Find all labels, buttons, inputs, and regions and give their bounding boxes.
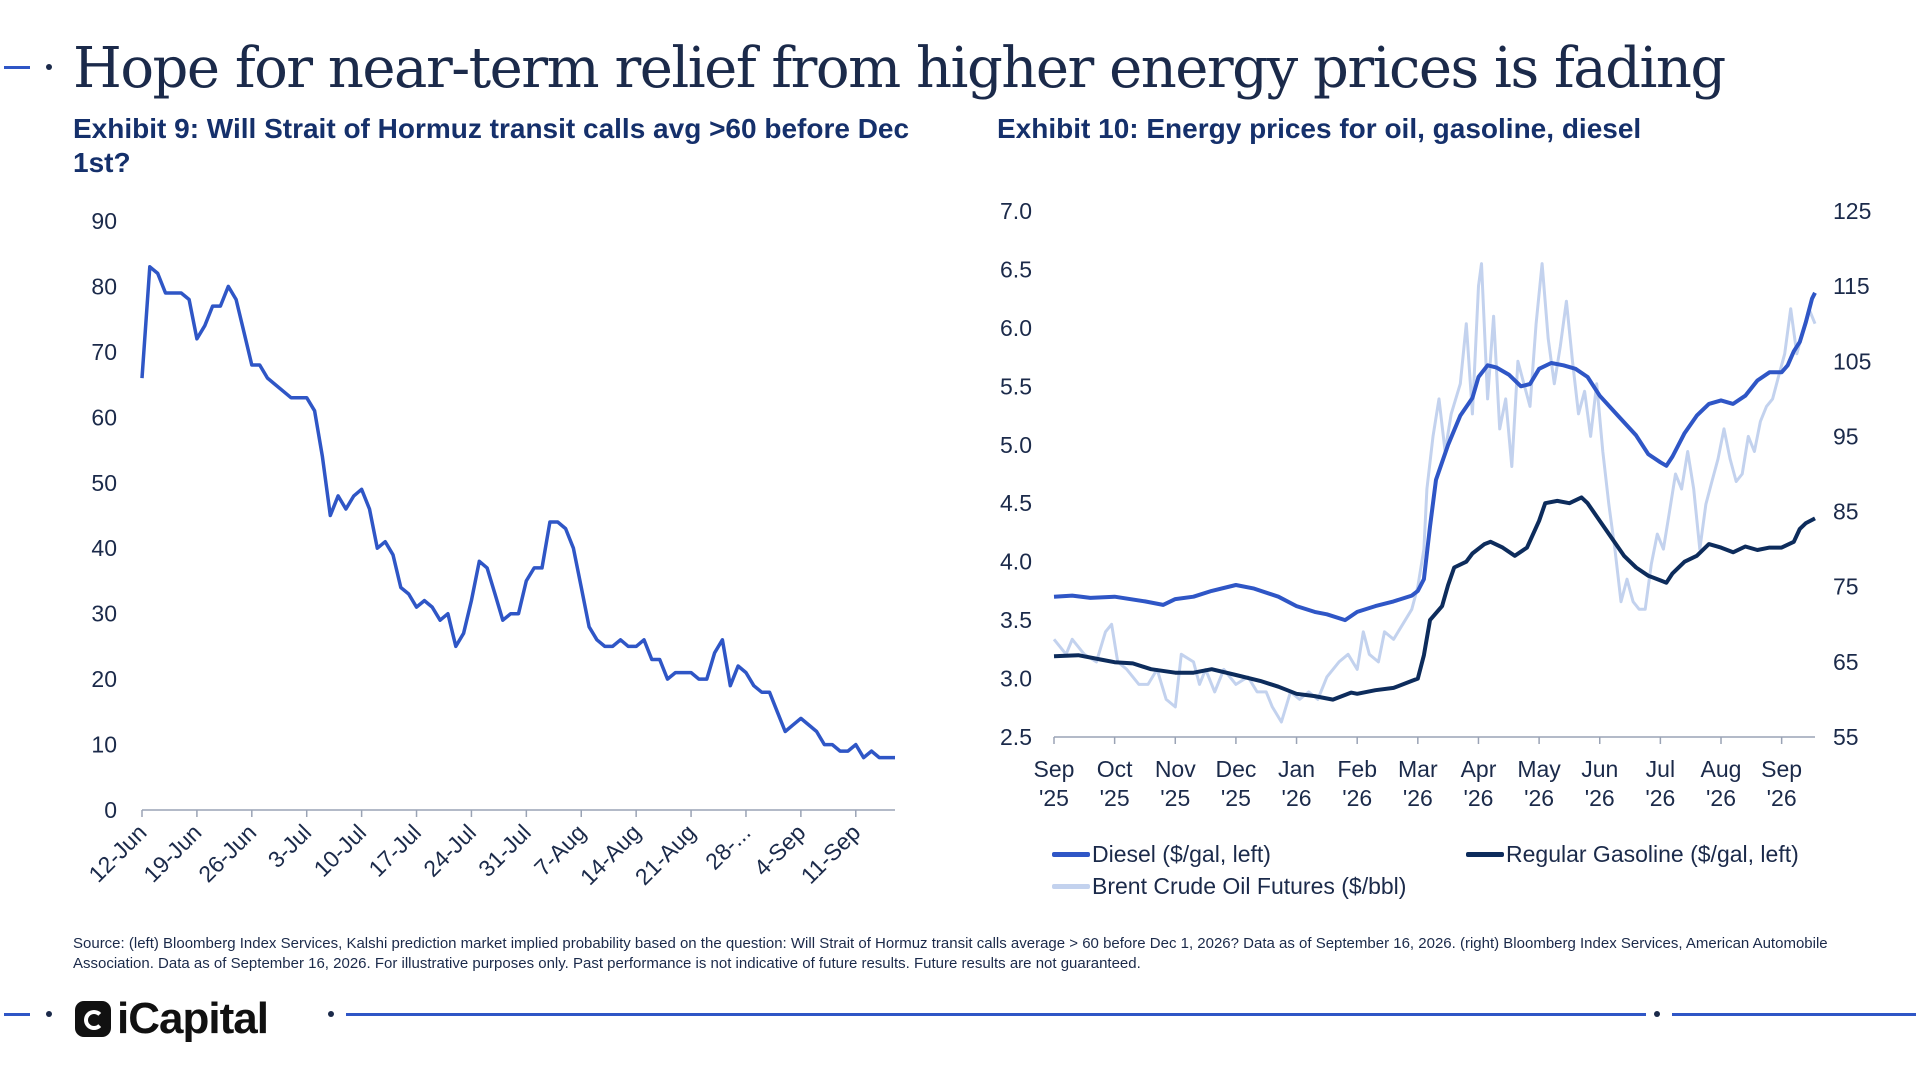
y-tick-label: 30 [91, 601, 117, 627]
x-tick-label-month: Sep [1761, 756, 1802, 782]
x-tick-label-year: '25 [1221, 785, 1251, 811]
y-tick-label: 80 [91, 273, 117, 299]
series-line-regular-gasoline [1053, 495, 1816, 702]
x-tick-label-month: Jan [1278, 756, 1315, 782]
source-note: Source: (left) Bloomberg Index Services,… [73, 935, 1828, 972]
y-right-tick-label: 95 [1833, 423, 1859, 449]
icapital-logo-mark [75, 1001, 111, 1037]
x-tick-label-month: Feb [1337, 756, 1377, 782]
exhibit-9-title: Exhibit 9: Will Strait of Hormuz transit… [73, 113, 910, 178]
legend-label-gasoline: Regular Gasoline ($/gal, left) [1506, 841, 1799, 867]
footer-rule-dot-left [328, 1011, 334, 1017]
x-tick-label-month: Jun [1581, 756, 1618, 782]
legend-label-diesel: Diesel ($/gal, left) [1092, 841, 1271, 867]
y-right-tick-label: 125 [1833, 198, 1871, 224]
y-left-tick-label: 7.0 [1000, 198, 1032, 224]
y-left-tick-label: 6.5 [1000, 256, 1032, 282]
footer-rule-dot-right [1654, 1011, 1660, 1017]
x-tick-label-year: '26 [1706, 785, 1736, 811]
y-tick-label: 70 [91, 339, 117, 365]
header-dot [46, 64, 52, 70]
y-tick-label: 60 [91, 404, 117, 430]
x-tick-label-month: May [1517, 756, 1561, 782]
x-tick-label-year: '26 [1585, 785, 1615, 811]
legend-item-gasoline: Regular Gasoline ($/gal, left) [1466, 841, 1799, 868]
footer-rule-right [1672, 1013, 1916, 1016]
header-dash [4, 66, 30, 69]
x-tick-label-year: '26 [1463, 785, 1493, 811]
x-tick-label-year: '26 [1645, 785, 1675, 811]
y-right-tick-label: 115 [1833, 273, 1870, 299]
y-left-tick-label: 2.5 [1000, 724, 1032, 750]
y-left-tick-label: 3.5 [1000, 607, 1032, 633]
y-tick-label: 10 [91, 732, 117, 758]
y-left-tick-label: 5.0 [1000, 432, 1032, 458]
x-tick-label-year: '26 [1403, 785, 1433, 811]
x-tick-label-month: Mar [1398, 756, 1438, 782]
y-right-tick-label: 105 [1833, 348, 1871, 374]
y-left-tick-label: 4.0 [1000, 549, 1032, 575]
y-tick-label: 20 [91, 666, 117, 692]
y-right-tick-label: 65 [1833, 649, 1859, 675]
y-tick-label: 0 [104, 797, 117, 823]
y-left-tick-label: 3.0 [1000, 666, 1032, 692]
y-right-tick-label: 75 [1833, 574, 1859, 600]
footer-rule [346, 1013, 1646, 1016]
x-tick-label-month: Nov [1155, 756, 1196, 782]
y-tick-label: 90 [91, 208, 117, 234]
x-tick-label-year: '26 [1767, 785, 1797, 811]
footer-dash [4, 1013, 30, 1016]
legend-label-brent: Brent Crude Oil Futures ($/bbl) [1092, 873, 1407, 899]
x-tick-label-month: Aug [1701, 756, 1742, 782]
legend-swatch-brent [1052, 884, 1090, 889]
series-line-kalshi-probability [140, 265, 895, 760]
footer-dot [46, 1011, 52, 1017]
x-tick-label-year: '25 [1160, 785, 1190, 811]
y-left-tick-label: 6.0 [1000, 315, 1032, 341]
series-line-brent-crude [1052, 262, 1817, 724]
x-tick-label-year: '26 [1524, 785, 1554, 811]
x-tick-label-month: Jul [1646, 756, 1675, 782]
x-tick-label-year: '25 [1100, 785, 1130, 811]
exhibit-10-title: Exhibit 10: Energy prices for oil, gasol… [997, 113, 1642, 144]
x-tick-label-year: '26 [1342, 785, 1372, 811]
y-left-tick-label: 4.5 [1000, 490, 1032, 516]
x-tick-label-month: Dec [1215, 756, 1256, 782]
y-tick-label: 50 [91, 470, 117, 496]
legend-item-diesel: Diesel ($/gal, left) [1052, 841, 1271, 868]
legend-swatch-gasoline [1466, 852, 1504, 857]
series-line-diesel [1053, 291, 1817, 623]
y-right-tick-label: 55 [1833, 724, 1859, 750]
x-tick-label-month: Oct [1097, 756, 1133, 782]
page-title: Hope for near-term relief from higher en… [73, 36, 1726, 101]
x-tick-label-year: '25 [1039, 785, 1069, 811]
y-left-tick-label: 5.5 [1000, 373, 1032, 399]
icapital-logo: iCapital [75, 994, 269, 1044]
y-tick-label: 40 [91, 535, 117, 561]
legend-item-brent: Brent Crude Oil Futures ($/bbl) [1052, 873, 1406, 900]
legend-swatch-diesel [1052, 852, 1090, 857]
x-tick-label-year: '26 [1282, 785, 1312, 811]
x-tick-label-month: Apr [1461, 756, 1497, 782]
y-right-tick-label: 85 [1833, 499, 1859, 525]
x-tick-label-month: Sep [1034, 756, 1075, 782]
icapital-logo-wordmark: iCapital [117, 994, 269, 1043]
